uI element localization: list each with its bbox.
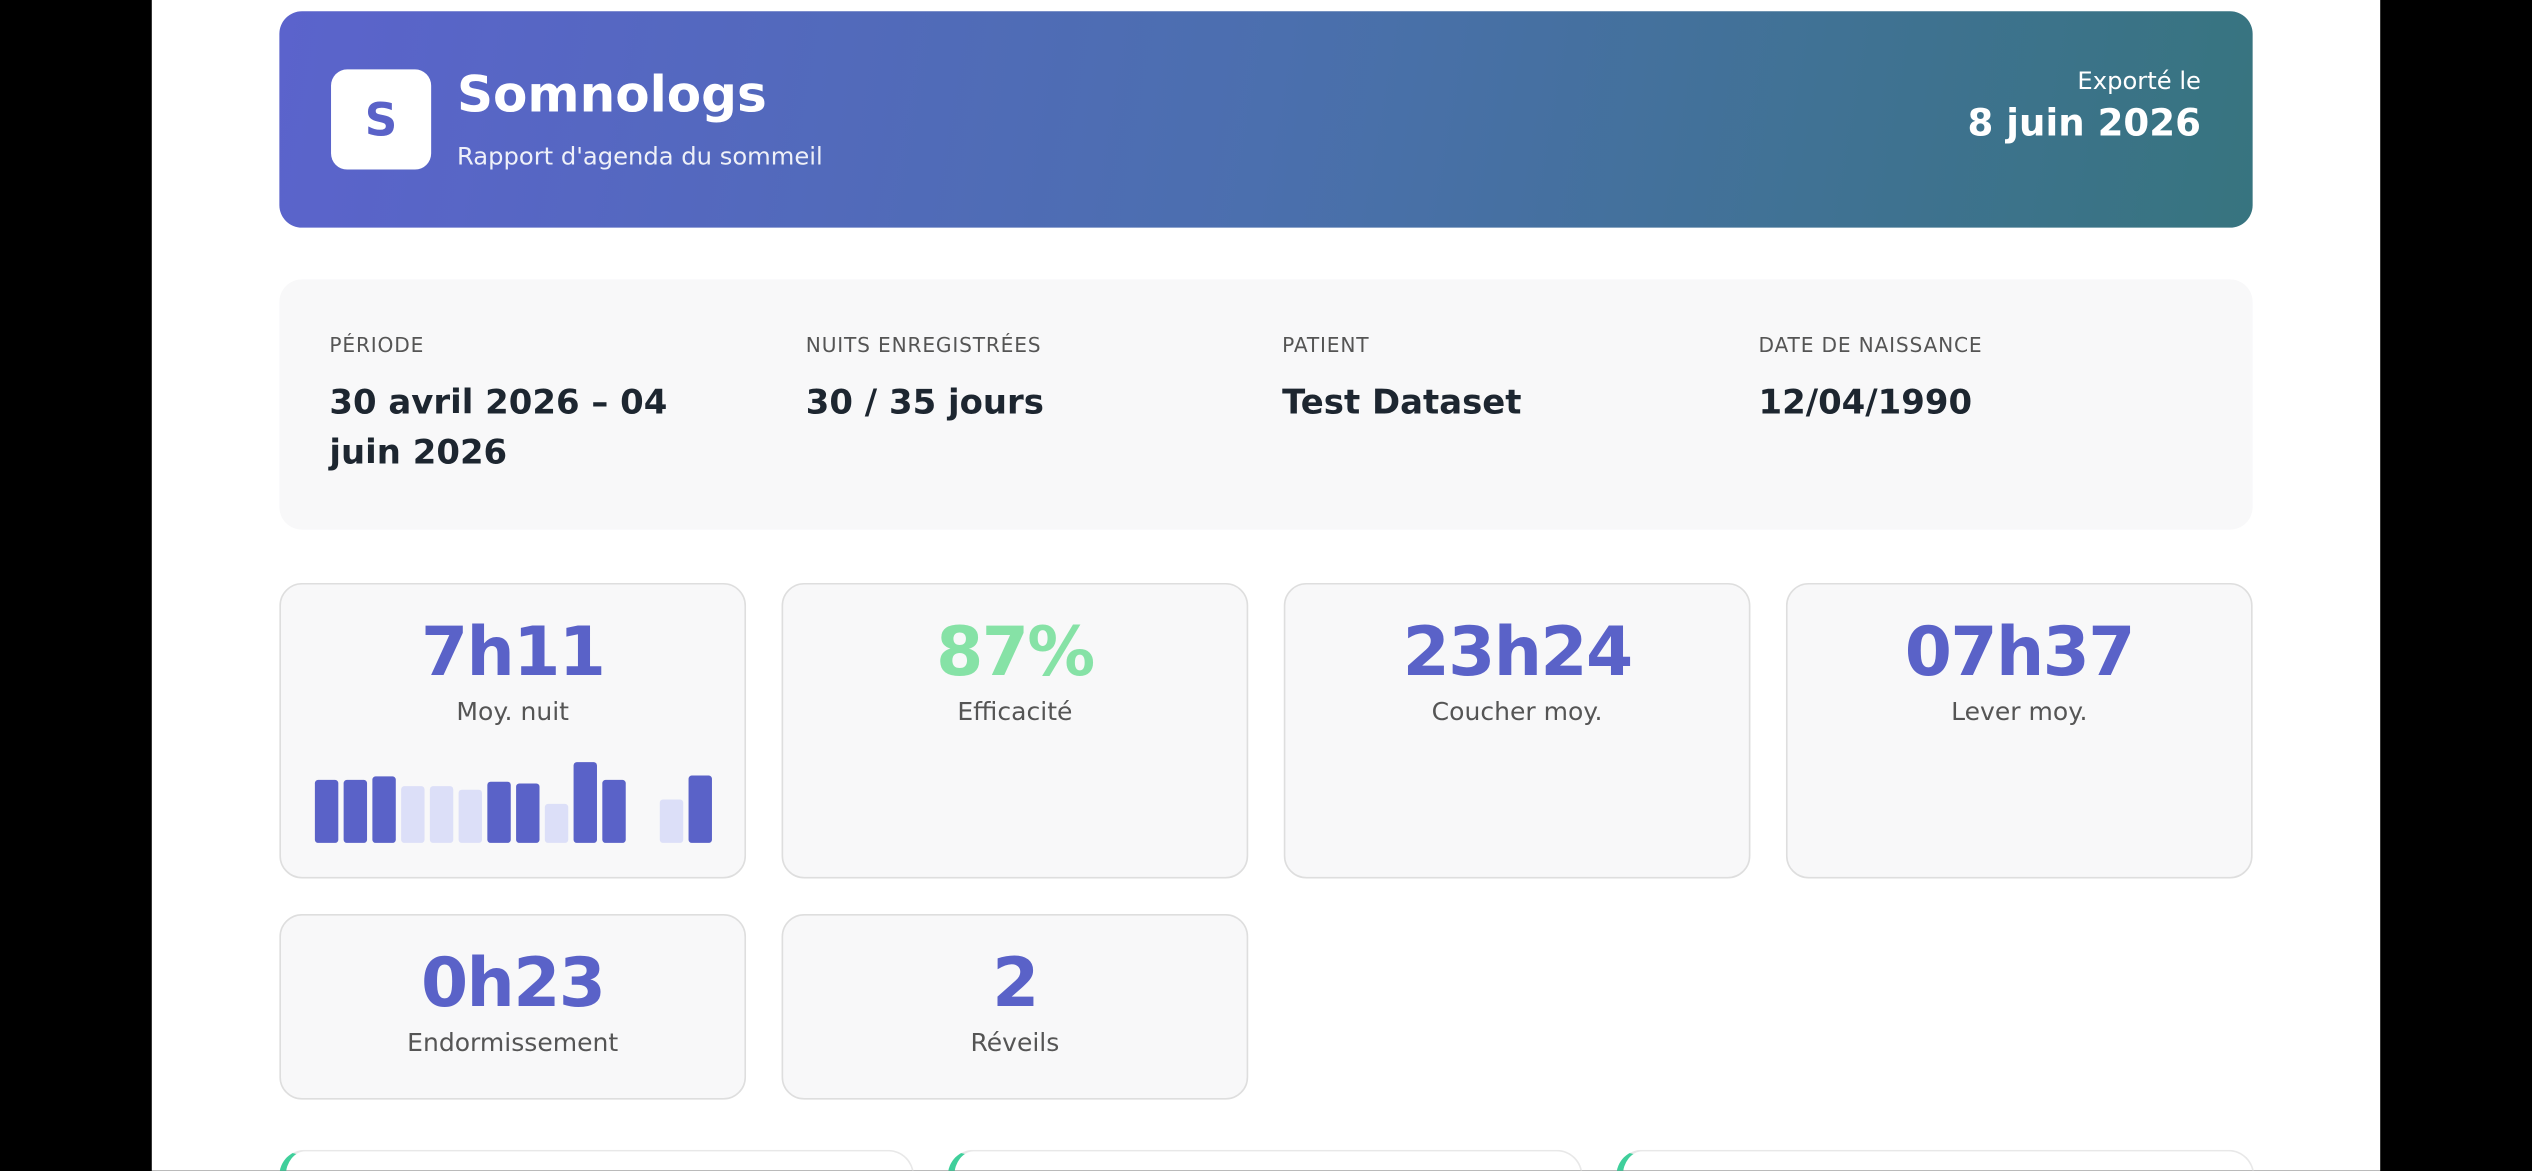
stat-label: Endormissement [407,1028,619,1058]
bar [602,779,626,843]
info-panel: PÉRIODE 30 avril 2026 – 04 juin 2026 NUITS… [279,279,2253,530]
bar [573,762,597,843]
stat-label: Lever moy. [1951,697,2088,727]
section-card [947,1149,1583,1171]
subtitle: Rapport d'agenda du sommeil [456,142,823,172]
report: S Somnologs Rapport d'agenda du sommeil … [151,0,2381,1171]
info-value: 12/04/1990 [1758,382,1973,422]
bar [429,786,454,843]
stat-value: 23h24 [1402,612,1634,692]
stat-label: Réveils [970,1028,1060,1058]
bar [516,783,540,843]
info-label: PATIENT [1282,332,1370,357]
bar [659,799,684,843]
info-value: 30 / 35 jours [805,382,1044,422]
title: Somnologs [456,66,767,125]
bar [401,786,425,843]
section-card [1616,1149,2255,1171]
stat-card: 0h23 Endormissement [279,913,747,1100]
logo: S [331,69,432,170]
export-label: Exporté le [2077,66,2201,96]
stat-card: 87% Efficacité [781,582,1249,879]
bar [372,776,396,843]
mini-chart [314,762,712,843]
stat-card: 2 Réveils [781,913,1249,1100]
stat-label: Coucher moy. [1431,697,1603,727]
bar [544,803,569,843]
stat-card: 23h24 Coucher moy. [1283,582,1751,879]
export-date: 8 juin 2026 [1967,103,2201,146]
info-item: DATE DE NAISSANCE 12/04/1990 [1759,333,2179,428]
section-card [279,1149,914,1171]
bar [314,779,339,843]
info-item: PATIENT Test Dataset [1282,333,1702,428]
info-value: 30 avril 2026 – 04 juin 2026 [329,382,668,472]
bar [458,789,483,843]
info-label: DATE DE NAISSANCE [1758,332,1983,357]
bar [487,781,511,843]
stat-value: 0h23 [420,943,606,1023]
info-label: PÉRIODE [329,332,425,357]
info-item: NUITS ENREGISTRÉES 30 / 35 jours [806,333,1226,428]
stat-label: Efficacité [957,697,1073,727]
info-label: NUITS ENREGISTRÉES [805,332,1042,357]
stat-value: 07h37 [1904,612,2136,692]
stat-card: 7h11 Moy. nuit [279,582,747,879]
info-value: Test Dataset [1282,382,1522,422]
stat-value: 2 [992,943,1039,1023]
bar [343,779,368,843]
stat-value: 87% [936,612,1095,692]
info-item: PÉRIODE 30 avril 2026 – 04 juin 2026 [329,333,749,478]
bar [688,775,712,843]
stat-card: 07h37 Lever moy. [1785,582,2253,879]
header: S Somnologs Rapport d'agenda du sommeil … [279,11,2253,228]
stat-label: Moy. nuit [456,697,569,727]
stat-value: 7h11 [420,612,606,692]
